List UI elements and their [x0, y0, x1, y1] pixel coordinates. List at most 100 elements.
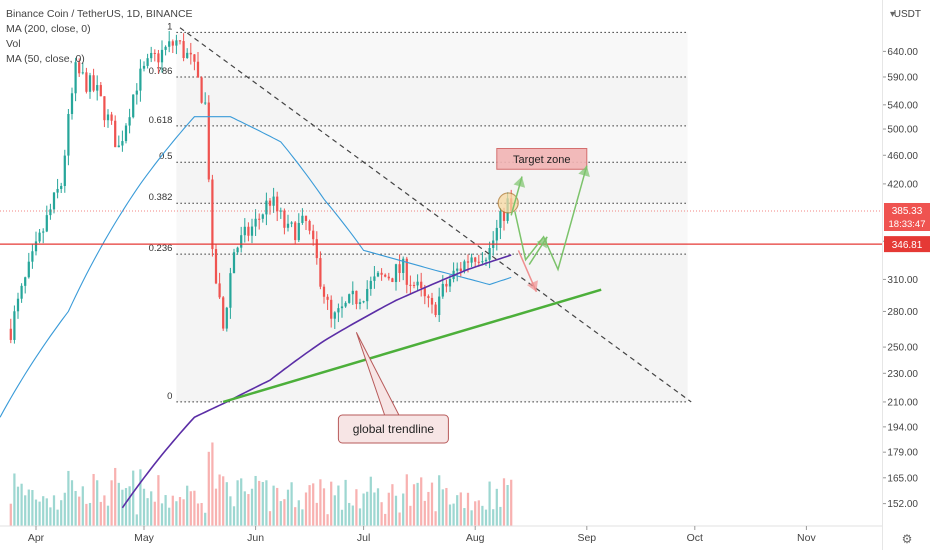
time-scale: Apr May Jun Jul Aug Sep Oct Nov ⚙: [0, 525, 930, 548]
candle-body: [387, 276, 390, 279]
volume-bar: [45, 498, 48, 526]
candle-body: [481, 261, 484, 263]
candle-body: [229, 273, 232, 308]
time-tick-label: Jun: [247, 532, 264, 544]
candle-body: [34, 241, 38, 252]
candle-body: [70, 93, 74, 114]
candle-body: [150, 52, 153, 59]
volume-bar: [362, 493, 365, 526]
price-tick-label: 540.00: [887, 100, 918, 111]
line-price-label: 346.81: [892, 240, 923, 251]
volume-bar: [348, 502, 351, 526]
volume-bar: [232, 506, 236, 526]
candle-body: [358, 302, 362, 305]
bull-arrow-alt-head: [536, 236, 548, 249]
candle-body: [60, 185, 63, 189]
volume-bar: [405, 474, 408, 526]
volume-bar: [168, 507, 171, 526]
volume-bar: [366, 491, 369, 526]
volume-bar: [186, 485, 189, 526]
candle-body: [434, 304, 437, 316]
symbol-title[interactable]: Binance Coin / TetherUS, 1D, BINANCE: [6, 8, 193, 20]
volume-bar: [387, 492, 390, 526]
price-tick-label: 280.00: [887, 307, 918, 318]
volume-bar: [204, 512, 207, 526]
volume-bar: [286, 489, 290, 526]
candle-body: [348, 294, 351, 303]
last-price-label: 385.33: [892, 206, 923, 217]
annotations: Target zone global trendline: [337, 148, 590, 444]
price-tick-label: 640.00: [887, 47, 918, 58]
volume-bar: [135, 514, 138, 526]
volume-bar: [502, 478, 506, 526]
candle-body: [391, 278, 394, 283]
volume-bar: [394, 495, 398, 526]
candle-body: [240, 235, 243, 248]
volume-bar: [121, 489, 124, 526]
volume-bar: [315, 502, 318, 526]
last-price-tag: [884, 202, 930, 231]
volume-bar: [333, 495, 336, 526]
global-trendline: [222, 288, 602, 404]
volume-bar: [250, 488, 254, 526]
candle-body: [344, 302, 347, 307]
volume-bar: [67, 470, 70, 526]
candle-body: [477, 261, 480, 263]
volume-bar: [9, 503, 12, 526]
indicator-lines: [0, 27, 882, 509]
candle-body: [326, 296, 329, 300]
volume-bar: [229, 496, 232, 526]
candle-body: [38, 232, 41, 242]
candle-body: [160, 49, 164, 63]
candle-body: [312, 230, 315, 240]
candle-body: [85, 72, 88, 92]
ma50-legend[interactable]: MA (50, close, 0): [6, 53, 85, 65]
volume-bar: [200, 502, 203, 526]
volume-bar: [283, 499, 286, 526]
volume-bar: [63, 492, 66, 526]
currency-dropdown-icon: ▾: [890, 9, 895, 20]
candle-body: [412, 284, 416, 286]
candle-body: [106, 114, 110, 121]
price-tick-label: 194.00: [887, 422, 918, 433]
volume-bar: [326, 514, 329, 526]
volume-bar: [463, 508, 466, 526]
fib-level-label: 0.5: [159, 151, 172, 162]
fib-level-label: 0.236: [149, 243, 173, 254]
settings-gear-icon: ⚙: [902, 532, 913, 546]
price-tick-label: 310.00: [887, 275, 918, 286]
volume-bar: [42, 496, 45, 526]
candle-body: [373, 276, 376, 281]
price-scale: USDT▾ 640.00 590.00 540.00 500.00 460.00 420.0…: [882, 9, 930, 510]
volume-bar: [391, 484, 394, 526]
volume-bar: [506, 484, 509, 526]
candle-body: [355, 290, 358, 305]
candle-body: [297, 222, 300, 241]
volume-bar: [189, 491, 192, 526]
candle-body: [189, 52, 192, 55]
candle-body: [45, 215, 48, 232]
ma200-legend[interactable]: MA (200, close, 0): [6, 23, 91, 35]
volume-bar: [412, 484, 416, 526]
volume-bar: [99, 501, 102, 526]
fib-band: [176, 76, 688, 126]
volume-bar: [24, 495, 27, 526]
vol-legend[interactable]: Vol: [6, 38, 21, 50]
volume-bar: [243, 491, 246, 526]
volume-bar: [304, 492, 308, 526]
volume-bar: [330, 481, 333, 526]
candle-body: [56, 188, 59, 193]
candle-body: [78, 62, 81, 74]
volume-bar: [96, 480, 99, 526]
candle-body: [330, 299, 333, 319]
volume-bar: [60, 500, 63, 526]
volume-bar: [265, 480, 268, 526]
fib-level-label: 0: [167, 391, 172, 402]
candle-body: [495, 227, 498, 241]
candle-body: [499, 211, 502, 228]
volume-bar: [222, 476, 225, 526]
volume-bar: [261, 481, 264, 526]
candle-body: [13, 311, 16, 340]
price-tick-label: 165.00: [887, 473, 918, 484]
